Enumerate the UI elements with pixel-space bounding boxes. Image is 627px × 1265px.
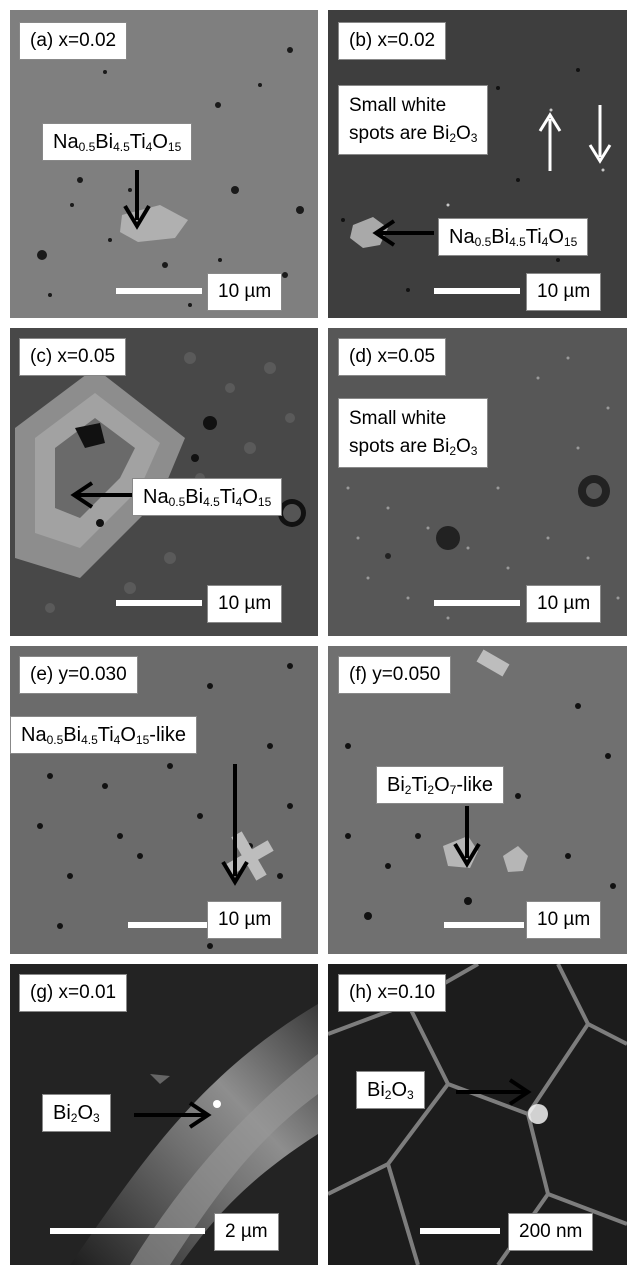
phase-label: Na0.5Bi4.5Ti4O15 [42,123,193,161]
scale-label: 10 µm [526,273,602,311]
phase-label: Bi2Ti2O7-like [376,766,505,804]
scale-label: 200 nm [508,1213,594,1251]
scale-bar [444,922,524,928]
panel-c: (c) x=0.05 Na0.5Bi4.5Ti4O15 10 µm [10,328,318,636]
note-label: Small white spots are Bi2O3 [338,398,489,468]
arrow-down-icon [588,105,612,164]
scale-bar [434,288,520,294]
arrow-left-icon [70,481,134,509]
scale-label: 10 µm [207,585,283,623]
scale-label: 10 µm [526,901,602,939]
phase-label: Na0.5Bi4.5Ti4O15 [438,218,589,256]
scale-label: 2 µm [214,1213,279,1251]
scale-bar [116,288,202,294]
panel-g: (g) x=0.01 Bi2O3 2 µm [10,964,318,1265]
phase-label: Bi2O3 [356,1071,425,1109]
scale-label: 10 µm [207,901,283,939]
scale-label: 10 µm [207,273,283,311]
scale-bar [116,600,202,606]
panel-label: (c) x=0.05 [19,338,127,376]
scale-label: 10 µm [526,585,602,623]
scale-bar [128,922,208,928]
sem-image-a [10,10,318,318]
panel-d: (d) x=0.05 Small white spots are Bi2O3 10… [328,328,627,636]
scale-bar [420,1228,500,1234]
note-label: Small white spots are Bi2O3 [338,85,489,155]
arrow-down-icon [453,806,481,868]
arrow-up-icon [538,112,562,171]
arrow-right-icon [134,1101,212,1129]
phase-label: Bi2O3 [42,1094,111,1132]
arrow-down-icon [221,764,249,886]
panel-a: (a) x=0.02 Na0.5Bi4.5Ti4O15 10 µm [10,10,318,318]
sem-image-b [328,10,627,318]
phase-label: Na0.5Bi4.5Ti4O15-like [10,716,197,754]
panel-label: (h) x=0.10 [338,974,447,1012]
panel-label: (d) x=0.05 [338,338,447,376]
panel-label: (f) y=0.050 [338,656,452,694]
arrow-right-icon [456,1078,532,1106]
panel-f: (f) y=0.050 Bi2Ti2O7-like 10 µm [328,646,627,954]
panel-label: (a) x=0.02 [19,22,128,60]
panel-label: (g) x=0.01 [19,974,128,1012]
note-line-1: Small white [349,408,447,429]
panel-e: (e) y=0.030 Na0.5Bi4.5Ti4O15-like 10 µm [10,646,318,954]
scale-bar [434,600,520,606]
panel-label: (b) x=0.02 [338,22,447,60]
panel-label: (e) y=0.030 [19,656,138,694]
phase-label: Na0.5Bi4.5Ti4O15 [132,478,283,516]
arrow-left-icon [372,219,434,247]
sem-image-d [328,328,627,636]
scale-bar [50,1228,205,1234]
note-line-1: Small white [349,95,447,116]
arrow-down-icon [123,170,151,230]
panel-h: (h) x=0.10 Bi2O3 200 nm [328,964,627,1265]
panel-b: (b) x=0.02 Small white spots are Bi2O3 Na… [328,10,627,318]
